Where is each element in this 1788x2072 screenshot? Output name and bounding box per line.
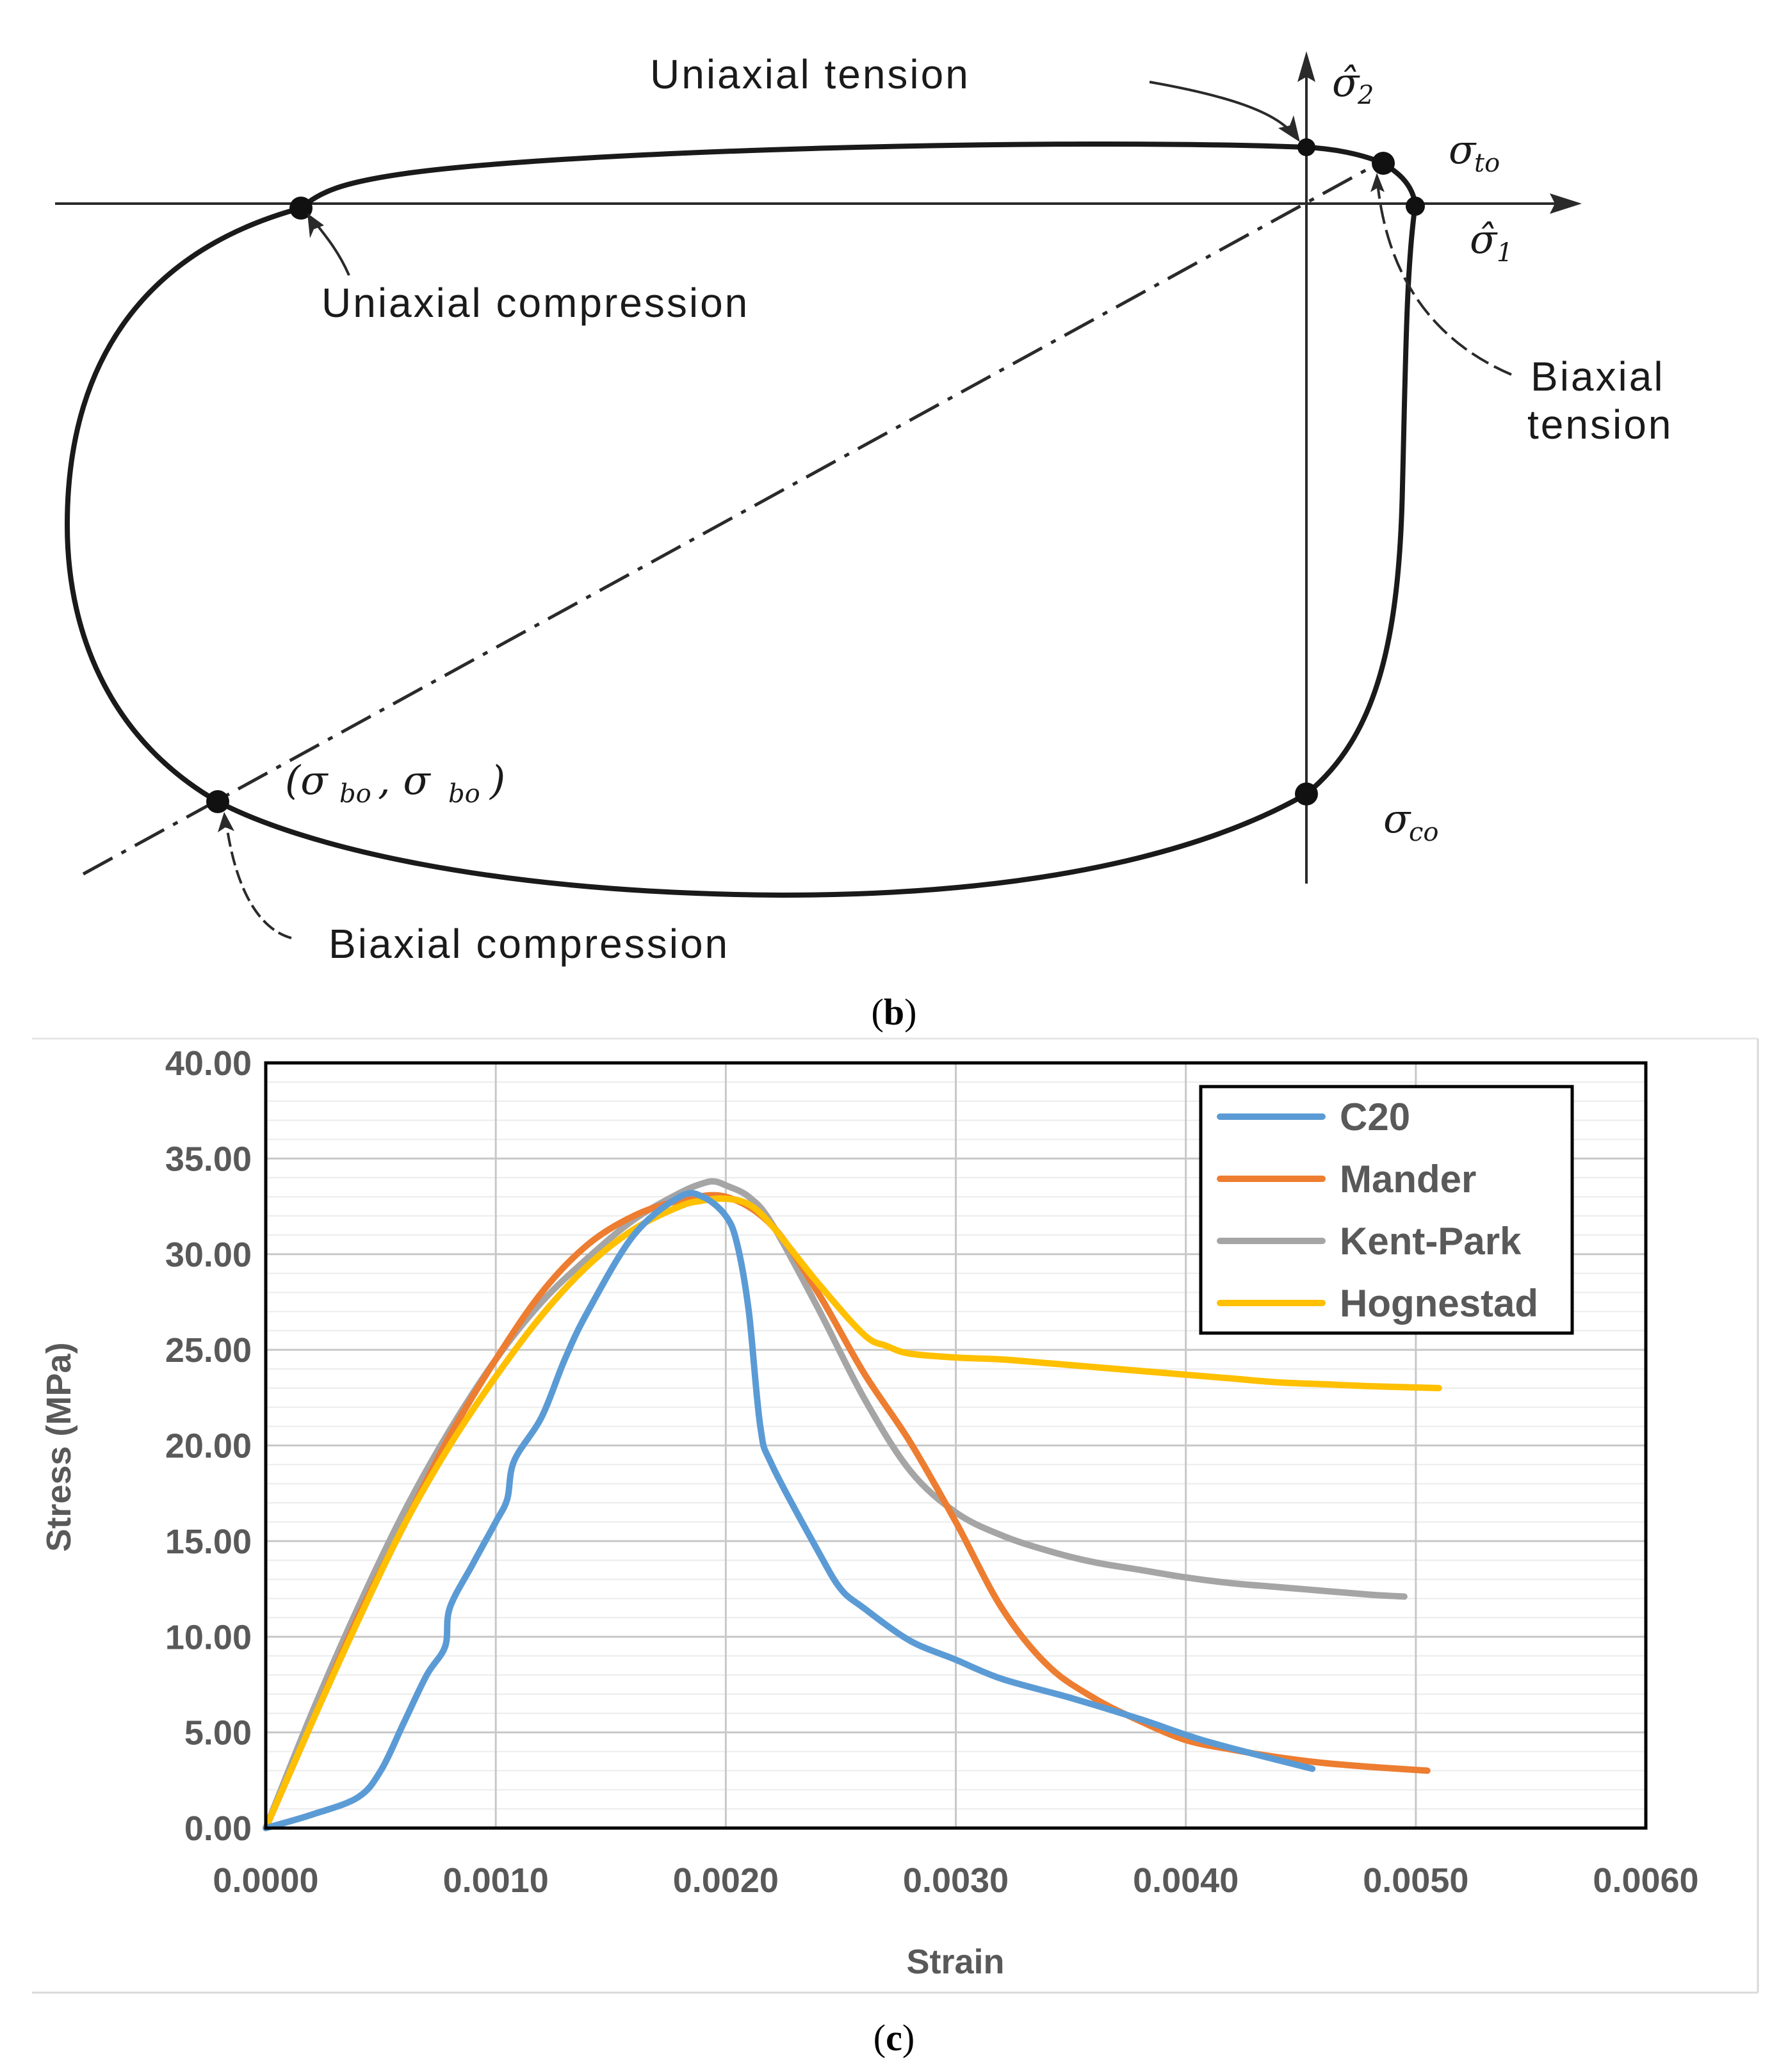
point-biaxial-compression	[206, 790, 229, 813]
point-sigma1-axis	[1406, 197, 1425, 216]
leader-uniaxial-compression-head	[307, 213, 324, 238]
series-line-kent-park	[263, 1178, 1408, 1831]
panel-c-tag-open: (	[874, 2017, 886, 2059]
point-uniaxial-compression	[289, 197, 313, 220]
x-tick-label: 0.0010	[443, 1861, 549, 1900]
y-tick-label: 15.00	[165, 1523, 252, 1561]
symbol-sigma-to: σ to	[1449, 126, 1500, 178]
leader-biaxial-tension-head	[1370, 173, 1385, 192]
leader-uniaxial-compression	[313, 220, 350, 276]
symbol-sigma-bo-pair: (σ bo , σ bo )	[285, 757, 505, 809]
leader-biaxial-tension	[1376, 175, 1512, 376]
legend-label-kent-park: Kent-Park	[1340, 1220, 1522, 1263]
label-uniaxial-tension: Uniaxial tension	[650, 51, 970, 97]
symbol-sigma-to-subscript: to	[1474, 149, 1500, 178]
sigma1-axis-arrowhead	[1550, 193, 1582, 214]
label-biaxial-compression: Biaxial compression	[329, 921, 729, 967]
symbol-sigma-bo-close: )	[489, 757, 505, 804]
point-uniaxial-tension	[1297, 138, 1315, 156]
series-line-hognestad	[263, 1195, 1442, 1831]
y-tick-label: 20.00	[165, 1427, 252, 1466]
symbol-sigma1-base: σ̂	[1470, 216, 1498, 263]
sigma2-axis-arrowhead	[1297, 51, 1315, 82]
failure-envelope-curve	[65, 141, 1418, 898]
leader-biaxial-compression-head	[218, 812, 234, 832]
x-tick-labels: 0.0000 0.0010 0.0020 0.0030 0.0040 0.0050 0.00…	[213, 1861, 1698, 1900]
x-tick-label: 0.0030	[903, 1861, 1009, 1900]
x-tick-label: 0.0040	[1133, 1861, 1239, 1900]
series-line-c20	[263, 1190, 1316, 1831]
y-tick-labels: 0.00 5.00 10.00 15.00 20.00 25.00 30.00 35.00 40…	[165, 1044, 252, 1848]
point-sigma-to	[1372, 152, 1395, 175]
label-uniaxial-compression: Uniaxial compression	[321, 280, 749, 326]
symbol-sigma1-hat: σ̂ 1	[1470, 216, 1513, 268]
x-tick-label: 0.0020	[673, 1861, 779, 1900]
symbol-sigma2-hat: σ̂ 2	[1332, 59, 1374, 110]
plot-area-border	[264, 1061, 1648, 1830]
symbol-sigma-bo-sub-a: bo	[339, 779, 371, 809]
symbol-sigma-co-subscript: co	[1409, 818, 1438, 847]
symbol-sigma1-subscript: 1	[1497, 238, 1513, 268]
symbol-sigma2-subscript: 2	[1357, 81, 1374, 110]
y-tick-label: 25.00	[165, 1331, 252, 1370]
panel-c-stress-strain-chart: 0.00 5.00 10.00 15.00 20.00 25.00 30.00 35.00 40…	[32, 1037, 1759, 2059]
legend-box	[1199, 1085, 1574, 1335]
point-sigma-co	[1295, 782, 1318, 805]
leader-uniaxial-tension-head	[1278, 115, 1300, 142]
leader-biaxial-compression	[224, 816, 292, 939]
symbol-sigma-co-base: σ	[1383, 795, 1411, 842]
symbol-sigma2-base: σ̂	[1332, 59, 1360, 106]
panel-b-tag: (b)	[872, 991, 917, 1033]
leader-uniaxial-tension	[1149, 81, 1294, 134]
panel-c-tag-letter: c	[886, 2017, 902, 2059]
legend: C20 Mander Kent-Park Hognestad	[1199, 1085, 1574, 1335]
series-lines	[263, 1178, 1442, 1831]
panel-c-tag: (c)	[874, 2017, 914, 2059]
legend-label-mander: Mander	[1340, 1158, 1476, 1201]
y-axis-title: Stress (MPa)	[40, 1342, 78, 1551]
legend-label-c20: C20	[1340, 1096, 1410, 1138]
y-tick-label: 40.00	[165, 1044, 252, 1083]
label-biaxial-tension-line1: Biaxial	[1531, 353, 1665, 400]
x-axis-title: Strain	[906, 1943, 1004, 1981]
y-tick-label: 10.00	[165, 1618, 252, 1656]
panel-b-tag-close: )	[904, 991, 916, 1033]
y-tick-label: 30.00	[165, 1236, 252, 1274]
panel-b-tag-open: (	[872, 991, 884, 1033]
x-tick-label: 0.0060	[1593, 1861, 1698, 1900]
equal-biaxial-diagonal	[82, 157, 1388, 876]
legend-label-hognestad: Hognestad	[1340, 1282, 1538, 1325]
y-tick-label: 35.00	[165, 1140, 252, 1178]
symbol-sigma-co: σ co	[1383, 795, 1438, 847]
x-tick-label: 0.0000	[213, 1861, 318, 1900]
symbol-sigma-bo-open: (σ	[285, 757, 329, 804]
symbol-sigma-bo-mid: , σ	[378, 757, 431, 804]
symbol-sigma-to-base: σ	[1449, 126, 1477, 173]
panel-b-yield-surface-diagram: Uniaxial tension Uniaxial compression Bi…	[55, 51, 1673, 1033]
label-biaxial-tension-line2: tension	[1527, 401, 1673, 448]
symbol-sigma-bo-sub-b: bo	[448, 779, 480, 809]
panel-c-tag-close: )	[902, 2017, 914, 2059]
y-tick-label: 5.00	[184, 1714, 252, 1752]
y-tick-label: 0.00	[184, 1809, 252, 1848]
x-tick-label: 0.0050	[1363, 1861, 1468, 1900]
panel-b-tag-letter: b	[884, 991, 904, 1033]
